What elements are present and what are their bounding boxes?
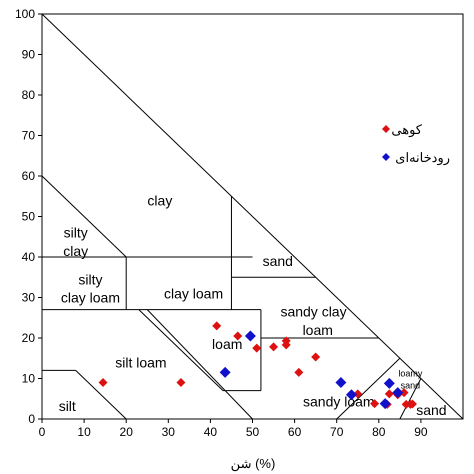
- data-point-kuhi: [384, 389, 394, 399]
- y-tick-label: 50: [22, 210, 36, 224]
- class-label: loam: [212, 336, 242, 352]
- data-point-rudkhanei: [345, 389, 357, 401]
- data-point-kuhi: [212, 321, 222, 331]
- boundary-line: [336, 357, 401, 420]
- class-label: clay: [63, 243, 88, 259]
- data-point-kuhi: [252, 343, 262, 353]
- data-point-kuhi: [176, 378, 186, 388]
- y-tick-label: 20: [22, 331, 36, 345]
- y-axis-ticks: 0 10 20 30 40 50 60 70 80 90 100: [15, 7, 42, 426]
- x-tick-label: 30: [162, 425, 176, 439]
- x-tick-label: 20: [120, 425, 134, 439]
- y-tick-label: 70: [22, 129, 36, 143]
- class-label: silt: [59, 398, 76, 414]
- data-point-rudkhanei: [244, 330, 256, 342]
- x-tick-label: 80: [372, 425, 386, 439]
- data-point-kuhi: [399, 388, 409, 398]
- legend-label: رودخانه‌ای: [395, 150, 450, 166]
- class-label: silty: [78, 271, 102, 287]
- data-point-kuhi: [407, 399, 417, 409]
- data-point-kuhi: [353, 389, 363, 399]
- y-tick-label: 30: [22, 291, 36, 305]
- class-label: clay loam: [164, 285, 223, 301]
- data-point-kuhi: [311, 352, 321, 362]
- legend-label: کوهی: [391, 122, 422, 138]
- boundary-line: [399, 378, 422, 420]
- x-axis-ticks: 0 10 20 30 40 50 60 70 80 90: [39, 419, 428, 439]
- x-tick-label: 70: [330, 425, 344, 439]
- x-tick-label: 40: [204, 425, 218, 439]
- class-label: silty: [64, 225, 88, 241]
- class-label: sandy loam: [303, 394, 375, 410]
- legend-marker: [382, 125, 390, 133]
- y-tick-label: 80: [22, 88, 36, 102]
- class-boundaries: [41, 13, 464, 420]
- class-label: silt loam: [115, 354, 166, 370]
- y-tick-label: 60: [22, 169, 36, 183]
- legend-marker: [382, 153, 390, 161]
- data-point-kuhi: [233, 331, 243, 341]
- boundary-line: [138, 309, 224, 392]
- class-label: clay loam: [61, 290, 120, 306]
- class-label: sand: [401, 380, 421, 390]
- class-label: sand: [263, 253, 293, 269]
- data-point-kuhi: [281, 336, 291, 346]
- x-tick-label: 60: [288, 425, 302, 439]
- data-point-rudkhanei: [392, 387, 404, 399]
- class-label: clay: [147, 192, 172, 208]
- data-point-rudkhanei: [219, 366, 231, 378]
- class-label: sand: [416, 402, 446, 418]
- data-point-rudkhanei: [379, 398, 391, 410]
- y-tick-label: 100: [15, 7, 35, 21]
- y-tick-label: 10: [22, 372, 36, 386]
- x-tick-label: 10: [77, 425, 91, 439]
- data-point-rudkhanei: [383, 377, 395, 389]
- x-tick-label: 0: [39, 425, 46, 439]
- y-tick-label: 90: [22, 48, 36, 62]
- class-label: sandy clay: [280, 304, 346, 320]
- boundary-line: [75, 370, 127, 420]
- boundary-line: [146, 309, 253, 420]
- class-labels: clay silty clay silty clay loam clay loam sand…: [59, 192, 447, 418]
- data-point-kuhi: [98, 378, 108, 388]
- boundary-line: [41, 13, 464, 420]
- y-tick-label: 40: [22, 250, 36, 264]
- x-tick-label: 50: [246, 425, 260, 439]
- boundary-line: [41, 175, 127, 258]
- x-tick-label: 90: [414, 425, 428, 439]
- y-tick-label: 0: [28, 412, 35, 426]
- data-point-kuhi: [294, 367, 304, 377]
- class-label: loamy: [398, 369, 423, 379]
- legend: کوهی رودخانه‌ای: [382, 122, 450, 166]
- data-point-rudkhanei: [335, 377, 347, 389]
- data-points: [98, 321, 417, 410]
- data-point-kuhi: [370, 399, 380, 409]
- data-point-kuhi: [269, 342, 279, 352]
- x-axis-label: شن (%): [231, 456, 276, 472]
- class-label: loam: [303, 322, 333, 338]
